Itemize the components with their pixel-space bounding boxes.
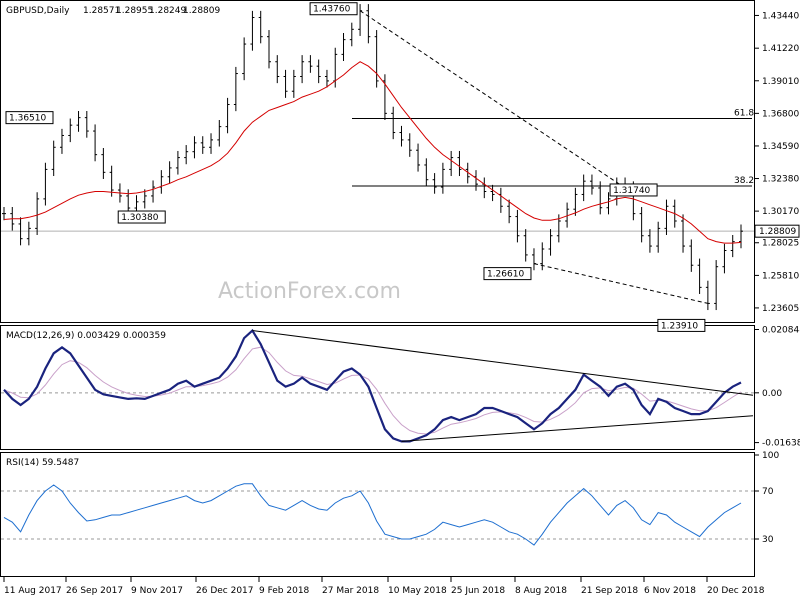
fib-level-label: 38.2 <box>734 176 754 186</box>
macd-trendline <box>401 415 754 442</box>
x-axis-tick-label: 9 Nov 2017 <box>131 586 183 596</box>
macd-label: MACD(12,26,9) 0.003429 0.000359 <box>6 331 166 341</box>
x-axis-tick-label: 10 May 2018 <box>388 586 447 596</box>
price-annotation-label: 1.36510 <box>9 114 46 124</box>
price-panel-frame <box>0 0 755 323</box>
macd-layer <box>1 328 754 443</box>
price-annotation-box <box>657 318 706 332</box>
rsi-label: RSI(14) 59.5487 <box>6 458 79 468</box>
header-low: 1.28249 <box>149 6 186 16</box>
macd-axis-tick-label: 0.020848 <box>762 325 800 335</box>
x-axis-tick-label: 26 Dec 2017 <box>196 586 254 596</box>
header-close: 1.28809 <box>183 6 220 16</box>
x-axis-tick-label: 9 Feb 2018 <box>259 586 310 596</box>
current-price-label: 1.28809 <box>759 227 796 237</box>
header-symbol: GBPUSD,Daily <box>6 6 70 16</box>
macd-axis-tick-label: -0.016389 <box>762 439 800 449</box>
x-axis-tick-label: 27 Mar 2018 <box>322 586 379 596</box>
price-annotation-label: 1.23910 <box>661 321 698 331</box>
price-annotation-box <box>309 2 358 16</box>
price-axis-tick-label: 1.43440 <box>762 11 799 21</box>
x-axis-tick-label: 21 Sep 2018 <box>581 586 638 596</box>
price-axis-tick-label: 1.30170 <box>762 207 799 217</box>
price-axis-tick-label: 1.39010 <box>762 77 799 87</box>
x-axis-tick-label: 8 Aug 2018 <box>515 586 567 596</box>
price-axis-tick-label: 1.28025 <box>762 239 799 249</box>
price-annotation-box <box>483 267 532 281</box>
rsi-axis-tick-label: 100 <box>762 451 779 461</box>
price-annotation-label: 1.43760 <box>313 5 350 15</box>
price-axis-tick-label: 1.23605 <box>762 304 799 314</box>
header-open: 1.28571 <box>83 6 120 16</box>
fib-level-label: 61.8 <box>734 109 754 119</box>
header-high: 1.28955 <box>116 6 153 16</box>
price-annotation-box <box>609 183 658 197</box>
price-annotation-box <box>5 111 54 125</box>
macd-line <box>3 328 742 443</box>
moving-average-line <box>3 61 742 244</box>
price-axis-tick-label: 1.34590 <box>762 142 799 152</box>
price-layer: 61.8 38.2 1.43760 1.36510 1.30380 1.26610 1.31… <box>1 2 754 332</box>
rsi-axis-tick-label: 70 <box>762 487 774 497</box>
macd-trendline <box>252 330 754 396</box>
x-axis-tick-label: 20 Dec 2018 <box>707 586 765 596</box>
x-axis-tick-label: 11 Aug 2017 <box>4 586 62 596</box>
rsi-panel-frame <box>0 452 755 577</box>
price-annotation-box <box>117 210 166 224</box>
price-annotation-label: 1.26610 <box>487 270 524 280</box>
price-trendline <box>533 263 708 304</box>
price-axis-tick-label: 1.36800 <box>762 109 799 119</box>
watermark: ActionForex.com <box>218 279 401 304</box>
rsi-layer <box>1 483 754 546</box>
macd-signal-line <box>3 346 742 435</box>
price-axis-tick-label: 1.32380 <box>762 175 799 185</box>
rsi-line <box>3 483 742 546</box>
price-annotation-label: 1.30380 <box>121 213 158 223</box>
rsi-axis-tick-label: 30 <box>762 535 774 545</box>
x-axis-tick-label: 6 Nov 2018 <box>644 586 696 596</box>
price-axis-tick-label: 1.41220 <box>762 44 799 54</box>
macd-axis-tick-label: 0.00 <box>762 389 782 399</box>
current-price-box <box>754 224 800 238</box>
price-annotation-label: 1.31740 <box>613 186 650 196</box>
axis-layer: 1.43440 1.41220 1.39010 1.36800 1.34590 1.323… <box>3 11 800 596</box>
x-axis-tick-label: 25 Jun 2018 <box>451 586 505 596</box>
x-axis-tick-label: 26 Sep 2017 <box>66 586 123 596</box>
price-axis-tick-label: 1.25810 <box>762 271 799 281</box>
